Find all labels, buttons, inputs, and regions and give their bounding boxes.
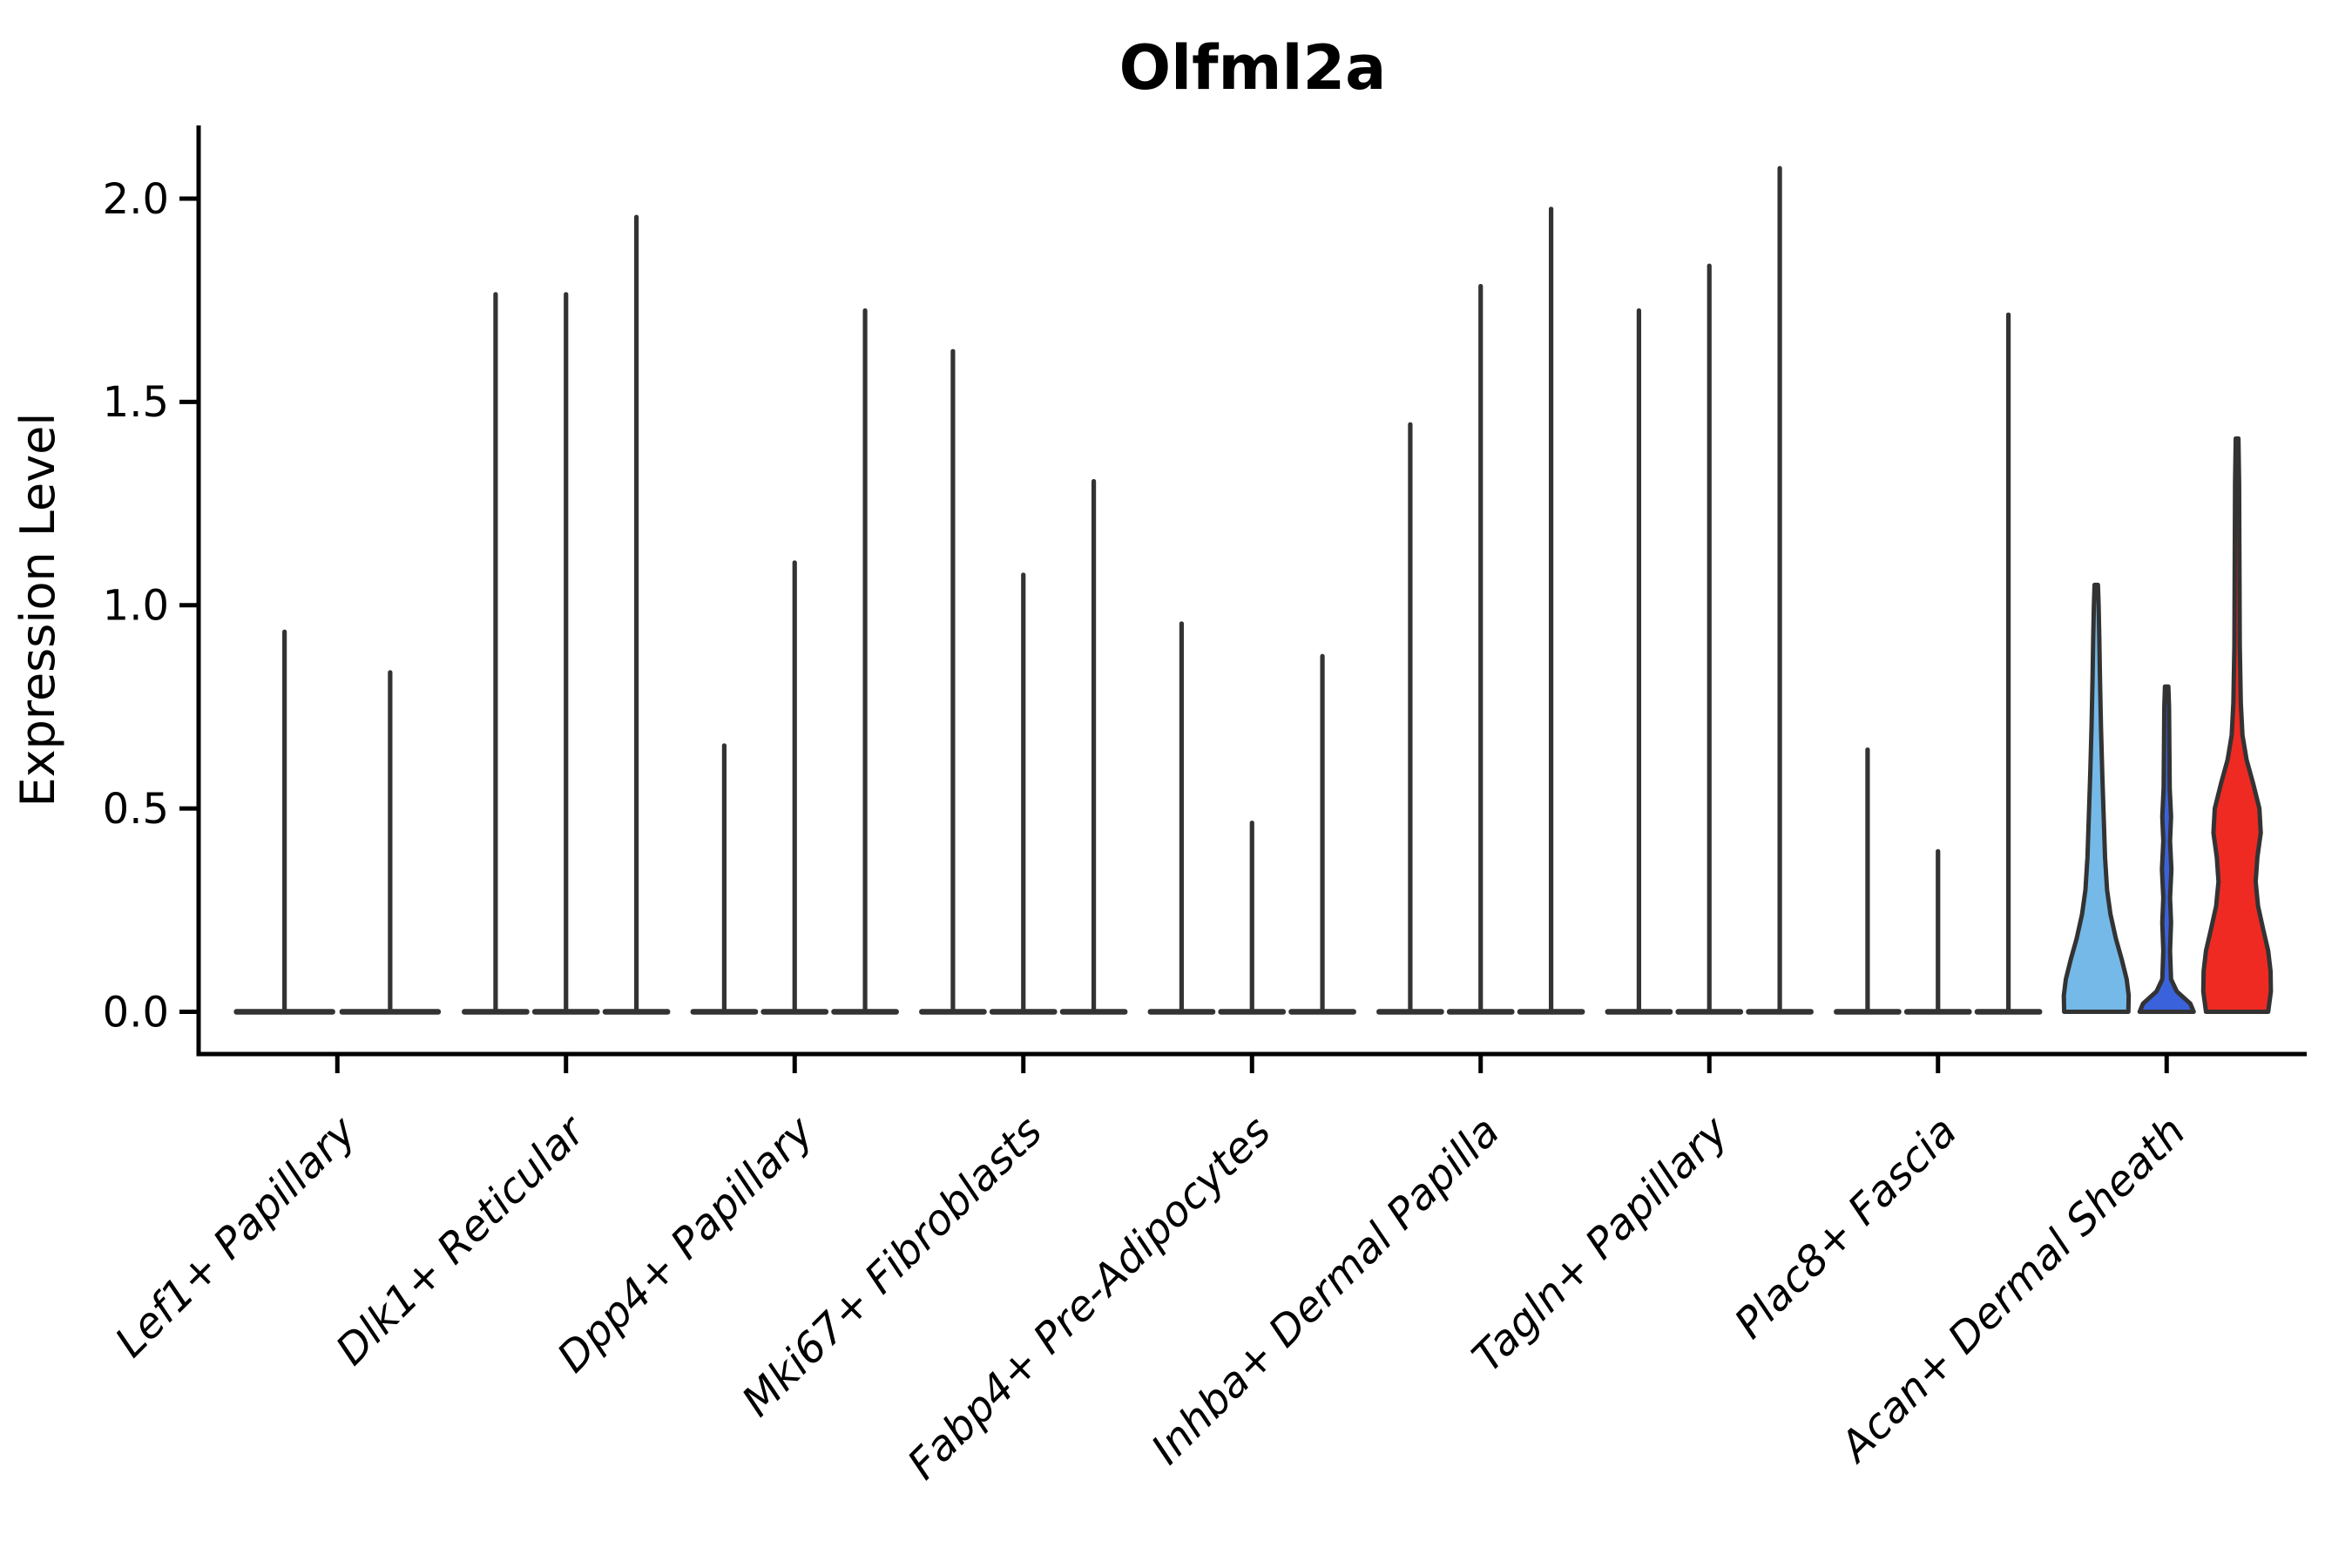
y-tick-label: 1.5 xyxy=(103,378,169,427)
violin-base xyxy=(1675,1009,1744,1015)
violin-base xyxy=(919,1009,987,1015)
violin-base xyxy=(602,1009,671,1015)
violin-spike xyxy=(1179,621,1185,1012)
violin-base xyxy=(1218,1009,1287,1015)
violin-spike xyxy=(950,348,956,1012)
violin-base xyxy=(690,1009,759,1015)
violin-spike xyxy=(1777,166,1782,1012)
violin-base xyxy=(1517,1009,1585,1015)
violin-spike xyxy=(564,292,569,1012)
violin-spike xyxy=(2005,312,2011,1012)
x-tick-label: Fabp4+ Pre-Adipocytes xyxy=(898,1107,1281,1490)
y-axis-label: Expression Level xyxy=(10,413,65,808)
violin-spike xyxy=(862,308,868,1012)
x-tick-label: Plac8+ Fascia xyxy=(1726,1107,1967,1348)
y-tick-label: 1.0 xyxy=(103,582,169,631)
violin-spike xyxy=(1021,572,1026,1012)
violin-base xyxy=(1446,1009,1515,1015)
plot-area xyxy=(233,166,2274,1015)
violin-base xyxy=(1605,1009,1673,1015)
violin-shaped xyxy=(2061,582,2132,1014)
violin-base xyxy=(1147,1009,1216,1015)
violin-spike xyxy=(1936,848,1941,1012)
x-tick-label: Tagln+ Papillary xyxy=(1463,1106,1739,1382)
violin-base xyxy=(233,1009,335,1015)
violin-spike xyxy=(1707,263,1712,1012)
violin-base xyxy=(1974,1009,2043,1015)
y-tick-label: 0.0 xyxy=(103,988,169,1037)
violin-spike xyxy=(1091,479,1097,1012)
violin-spike xyxy=(1548,206,1554,1012)
violin-shaped xyxy=(2200,436,2274,1014)
violin-spike xyxy=(1249,821,1254,1012)
violin-spike xyxy=(1865,747,1870,1012)
violin-base xyxy=(339,1009,442,1015)
violin-base xyxy=(1903,1009,1972,1015)
violin-spike xyxy=(388,670,393,1012)
violin-spike xyxy=(493,292,498,1012)
plot-title: Olfml2a xyxy=(1119,32,1387,104)
y-tick-label: 2.0 xyxy=(103,175,169,224)
violin-base xyxy=(989,1009,1058,1015)
x-tick-label: Dlk1+ Reticular xyxy=(327,1105,597,1375)
violin-base xyxy=(1746,1009,1814,1015)
violin-base xyxy=(1376,1009,1444,1015)
violin-spike xyxy=(282,629,287,1012)
violin-spike xyxy=(1478,284,1484,1012)
y-tick-label: 0.5 xyxy=(103,785,169,834)
violin-base xyxy=(1288,1009,1356,1015)
violin-spike xyxy=(1320,653,1325,1012)
x-tick-label: Lef1+ Papillary xyxy=(106,1106,367,1367)
violin-base xyxy=(462,1009,530,1015)
violin-base xyxy=(531,1009,600,1015)
y-axis-ticks: 0.0 0.5 1.0 1.5 2.0 xyxy=(103,175,199,1037)
violin-base xyxy=(1834,1009,1902,1015)
violin-base xyxy=(831,1009,899,1015)
violin-spike xyxy=(633,214,639,1012)
violin-spike xyxy=(792,560,797,1012)
violin-base xyxy=(1059,1009,1128,1015)
violin-spike xyxy=(1636,308,1642,1012)
violin-shaped xyxy=(2137,684,2196,1014)
violin-spike xyxy=(721,743,727,1012)
x-tick-label: Dpp4+ Papillary xyxy=(548,1106,823,1382)
violin-spike xyxy=(1408,422,1413,1012)
violin-base xyxy=(760,1009,829,1015)
